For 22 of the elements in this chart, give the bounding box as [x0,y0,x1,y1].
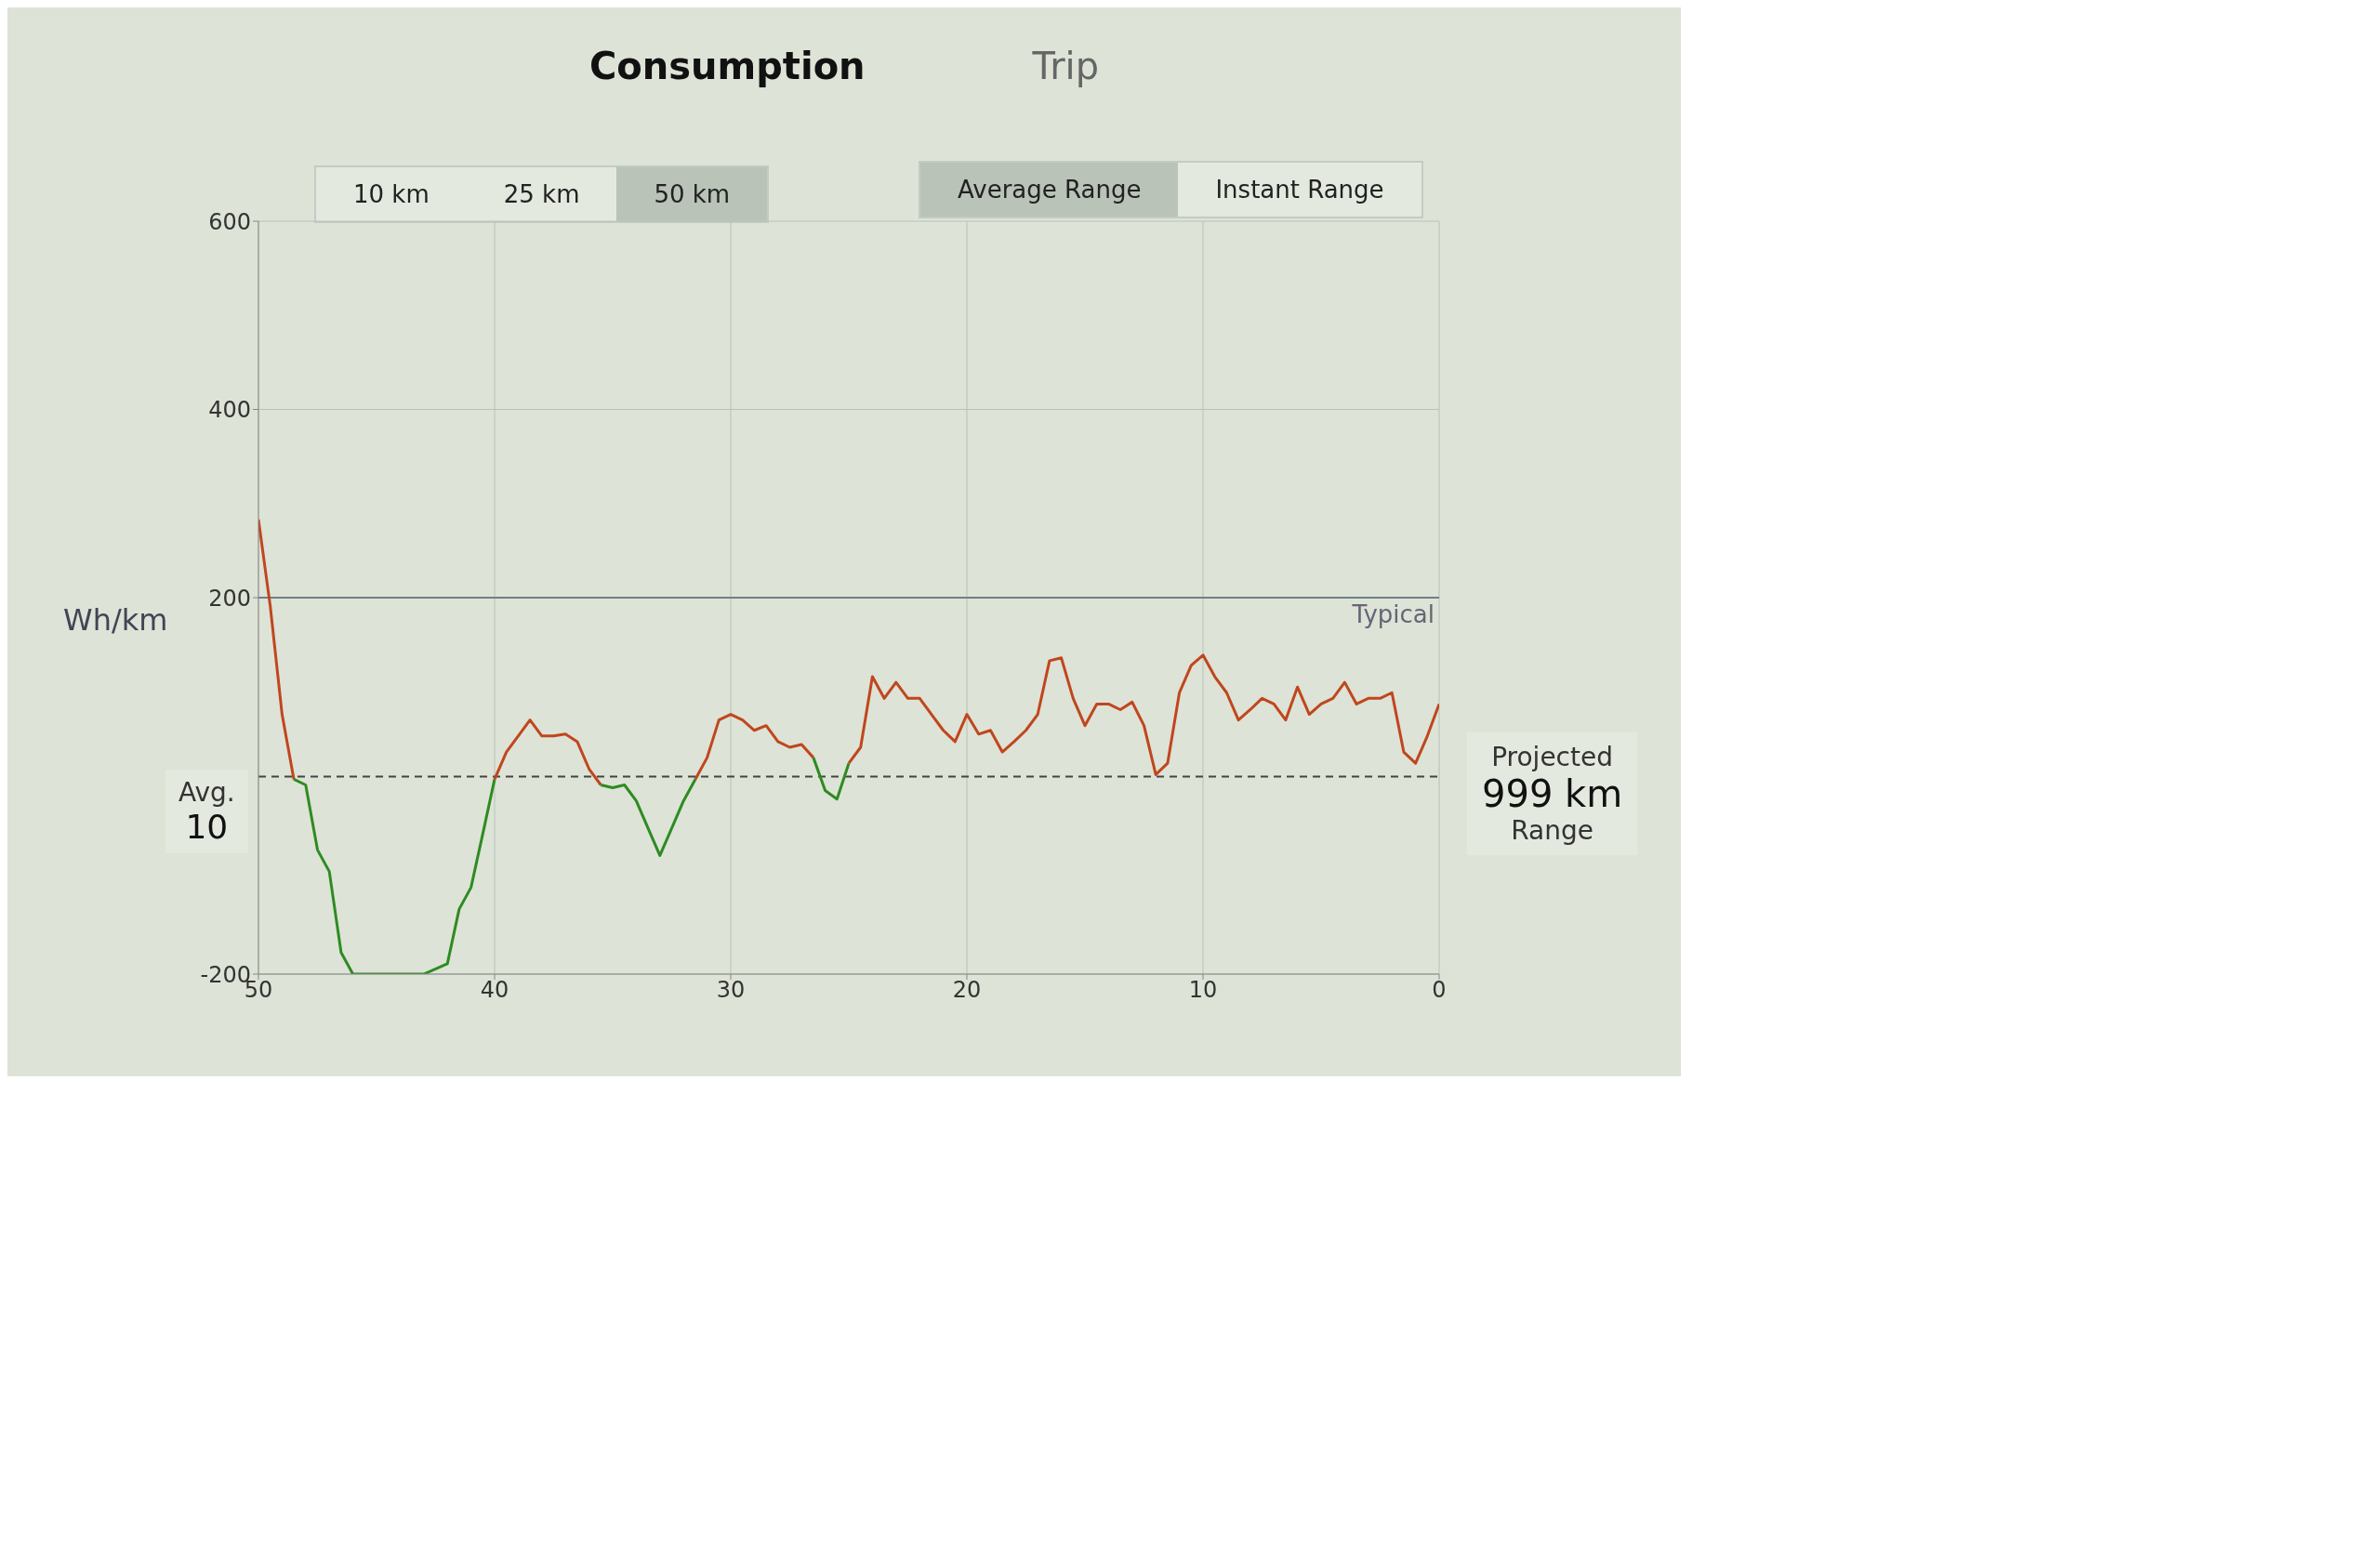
text: 10 [184,808,230,846]
text: Instant Range [1178,163,1421,217]
x-tick-label: 40 [480,977,509,1004]
text: 10 km [316,167,467,221]
text: 50 km [616,167,768,221]
ref-line-label: Typical [1351,600,1435,628]
chart-title: Consumption [588,45,866,87]
x-tick-label: 20 [952,977,982,1004]
text: Projected [1490,742,1614,772]
y-tick-label: 600 [208,208,251,235]
ref-line-label: Avg. [178,777,235,808]
text: Average Range [920,163,1179,217]
y-tick-label: 400 [208,397,251,424]
x-tick-label: 30 [716,977,746,1004]
y-axis-title: Wh/km [63,602,168,638]
text: Trip [1032,45,1100,87]
text: 25 km [466,167,617,221]
x-tick-label: 0 [1432,977,1447,1004]
y-tick-label: 200 [208,585,251,612]
text: Range [1510,815,1594,846]
text: 999 km [1482,772,1623,815]
x-tick-label: 10 [1188,977,1218,1004]
